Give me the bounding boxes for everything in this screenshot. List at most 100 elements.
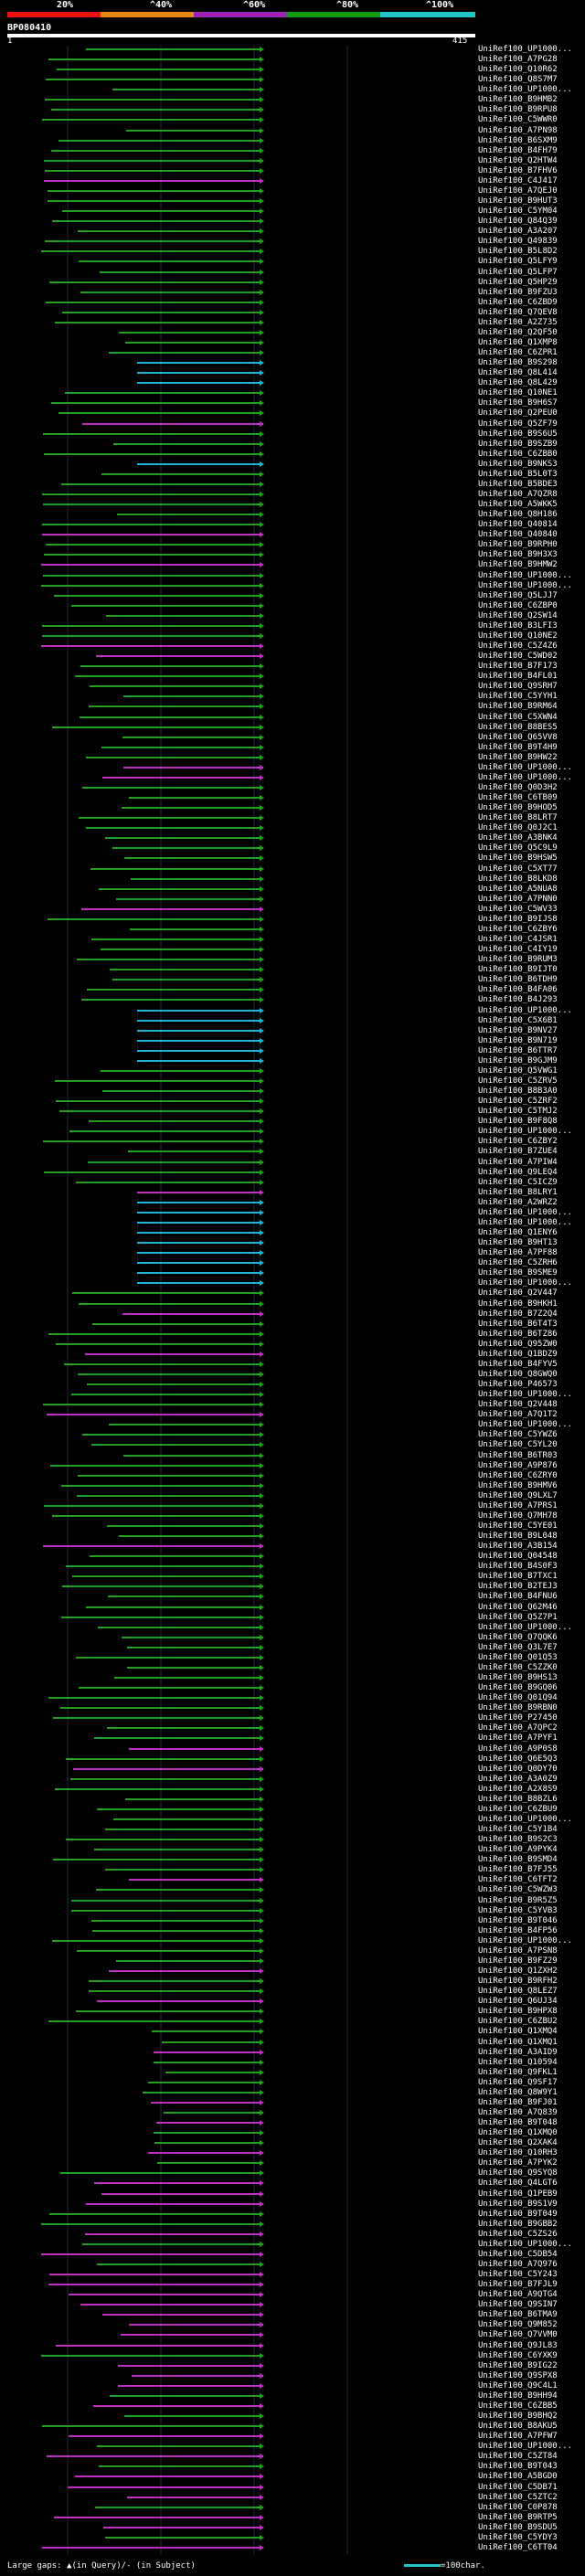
hit-label[interactable]: UniRef100_C6ZRY0 xyxy=(478,1470,558,1480)
hit-label[interactable]: UniRef100_Q3L7E7 xyxy=(478,1642,558,1652)
hit-label[interactable]: UniRef100_B9N719 xyxy=(478,1035,558,1045)
hit-label[interactable]: UniRef100_UP1000... xyxy=(478,1390,572,1400)
hit-label[interactable]: UniRef100_UP1000... xyxy=(478,1127,572,1137)
hit-label[interactable]: UniRef100_Q9C4L1 xyxy=(478,2380,558,2390)
hit-label[interactable]: UniRef100_B9RBN0 xyxy=(478,1703,558,1713)
hit-label[interactable]: UniRef100_UP1000... xyxy=(478,45,572,54)
hit-label[interactable]: UniRef100_Q5VWG1 xyxy=(478,1065,558,1076)
hit-label[interactable]: UniRef100_Q8LEZ7 xyxy=(478,1987,558,1997)
hit-label[interactable]: UniRef100_A7PG28 xyxy=(478,55,558,65)
hit-label[interactable]: UniRef100_A5WKK5 xyxy=(478,500,558,510)
hit-label[interactable]: UniRef100_Q8S7M7 xyxy=(478,75,558,85)
hit-label[interactable]: UniRef100_B9GQ06 xyxy=(478,1683,558,1693)
hit-label[interactable]: UniRef100_B9IJS8 xyxy=(478,914,558,924)
hit-label[interactable]: UniRef100_A7PIW4 xyxy=(478,1157,558,1167)
hit-label[interactable]: UniRef100_C5Z4Z6 xyxy=(478,641,558,652)
hit-label[interactable]: UniRef100_C5ZRH6 xyxy=(478,1258,558,1268)
hit-label[interactable]: UniRef100_B9HKH1 xyxy=(478,1299,558,1309)
hit-label[interactable]: UniRef100_Q40814 xyxy=(478,520,558,530)
hit-label[interactable]: UniRef100_B9NV27 xyxy=(478,1025,558,1035)
hit-label[interactable]: UniRef100_C5YYH1 xyxy=(478,692,558,702)
hit-label[interactable]: UniRef100_Q1PEB9 xyxy=(478,2189,558,2199)
hit-label[interactable]: UniRef100_C6ZBY6 xyxy=(478,924,558,934)
hit-label[interactable]: UniRef100_C5XT77 xyxy=(478,864,558,874)
hit-label[interactable]: UniRef100_C5YDY3 xyxy=(478,2532,558,2542)
hit-label[interactable]: UniRef100_B9HH94 xyxy=(478,2390,558,2401)
hit-label[interactable]: UniRef100_Q2PEU0 xyxy=(478,408,558,419)
hit-label[interactable]: UniRef100_C6ZPR1 xyxy=(478,348,558,358)
hit-label[interactable]: UniRef100_UP1000... xyxy=(478,1207,572,1217)
hit-label[interactable]: UniRef100_A2WRZ2 xyxy=(478,1197,558,1207)
hit-label[interactable]: UniRef100_UP1000... xyxy=(478,1420,572,1430)
hit-label[interactable]: UniRef100_Q2XAK4 xyxy=(478,2138,558,2148)
hit-label[interactable]: UniRef100_Q9LEQ4 xyxy=(478,1167,558,1177)
hit-label[interactable]: UniRef100_B6TR03 xyxy=(478,1450,558,1460)
hit-label[interactable]: UniRef100_C6YXK9 xyxy=(478,2350,558,2360)
hit-label[interactable]: UniRef100_B9HS13 xyxy=(478,1673,558,1683)
hit-label[interactable]: UniRef100_C5XWN4 xyxy=(478,712,558,722)
hit-label[interactable]: UniRef100_B9SDU5 xyxy=(478,2522,558,2532)
hit-label[interactable]: UniRef100_B9SME9 xyxy=(478,1268,558,1278)
hit-label[interactable]: UniRef100_B7FJ55 xyxy=(478,1865,558,1875)
hit-label[interactable]: UniRef100_B9L048 xyxy=(478,1532,558,1542)
hit-label[interactable]: UniRef100_Q5HP29 xyxy=(478,277,558,287)
hit-label[interactable]: UniRef100_B8BZL6 xyxy=(478,1794,558,1804)
hit-label[interactable]: UniRef100_A7PN98 xyxy=(478,125,558,135)
hit-label[interactable]: UniRef100_Q04548 xyxy=(478,1552,558,1562)
hit-label[interactable]: UniRef100_P46573 xyxy=(478,1380,558,1390)
hit-label[interactable]: UniRef100_B9GJM9 xyxy=(478,1055,558,1065)
hit-label[interactable]: UniRef100_B6TMA9 xyxy=(478,2310,558,2320)
hit-label[interactable]: UniRef100_Q9SIN7 xyxy=(478,2300,558,2310)
hit-label[interactable]: UniRef100_B9HMW2 xyxy=(478,560,558,570)
hit-label[interactable]: UniRef100_B8LKD8 xyxy=(478,874,558,884)
hit-label[interactable]: UniRef100_Q9SRH7 xyxy=(478,682,558,692)
hit-label[interactable]: UniRef100_Q0DY70 xyxy=(478,1764,558,1774)
hit-label[interactable]: UniRef100_B6TDH9 xyxy=(478,975,558,985)
hit-label[interactable]: UniRef100_UP1000... xyxy=(478,1278,572,1288)
hit-label[interactable]: UniRef100_UP1000... xyxy=(478,1622,572,1632)
hit-label[interactable]: UniRef100_C5YM04 xyxy=(478,207,558,217)
hit-label[interactable]: UniRef100_A7PYF1 xyxy=(478,1733,558,1744)
hit-label[interactable]: UniRef100_UP1000... xyxy=(478,2442,572,2452)
hit-label[interactable]: UniRef100_Q5LFY9 xyxy=(478,257,558,267)
hit-label[interactable]: UniRef100_A7PSN8 xyxy=(478,1945,558,1956)
hit-label[interactable]: UniRef100_A7PNN0 xyxy=(478,894,558,904)
hit-label[interactable]: UniRef100_UP1000... xyxy=(478,570,572,580)
hit-label[interactable]: UniRef100_Q8L429 xyxy=(478,378,558,388)
hit-label[interactable]: UniRef100_Q8GWQ0 xyxy=(478,1369,558,1379)
hit-label[interactable]: UniRef100_Q9FKL1 xyxy=(478,2067,558,2077)
hit-label[interactable]: UniRef100_C5YE01 xyxy=(478,1521,558,1531)
hit-label[interactable]: UniRef100_Q2V448 xyxy=(478,1400,558,1410)
hit-label[interactable]: UniRef100_B9T048 xyxy=(478,2118,558,2128)
hit-label[interactable]: UniRef100_C4IY19 xyxy=(478,945,558,955)
hit-label[interactable]: UniRef100_B9NKS3 xyxy=(478,459,558,469)
hit-label[interactable]: UniRef100_C6ZBB0 xyxy=(478,449,558,459)
hit-label[interactable]: UniRef100_Q95ZW0 xyxy=(478,1339,558,1349)
hit-label[interactable]: UniRef100_Q7QQK6 xyxy=(478,1632,558,1642)
hit-label[interactable]: UniRef100_C5ICZ9 xyxy=(478,1177,558,1187)
hit-label[interactable]: UniRef100_C5DB54 xyxy=(478,2249,558,2259)
hit-label[interactable]: UniRef100_A5NUA8 xyxy=(478,884,558,894)
hit-label[interactable]: UniRef100_B9HPX8 xyxy=(478,2007,558,2017)
hit-label[interactable]: UniRef100_B8LRT7 xyxy=(478,813,558,823)
hit-label[interactable]: UniRef100_UP1000... xyxy=(478,1005,572,1015)
hit-label[interactable]: UniRef100_B9F8Q8 xyxy=(478,1117,558,1127)
hit-label[interactable]: UniRef100_B9HMB2 xyxy=(478,95,558,105)
hit-label[interactable]: UniRef100_B9T049 xyxy=(478,2209,558,2219)
hit-label[interactable]: UniRef100_B4J293 xyxy=(478,995,558,1005)
hit-label[interactable]: UniRef100_C5TMJ2 xyxy=(478,1107,558,1117)
hit-label[interactable]: UniRef100_A7QZR8 xyxy=(478,490,558,500)
hit-label[interactable]: UniRef100_C4J417 xyxy=(478,175,558,186)
hit-label[interactable]: UniRef100_Q8H186 xyxy=(478,510,558,520)
hit-label[interactable]: UniRef100_Q1XMQ1 xyxy=(478,2037,558,2047)
hit-label[interactable]: UniRef100_B9T4H9 xyxy=(478,742,558,752)
hit-label[interactable]: UniRef100_Q62M46 xyxy=(478,1602,558,1612)
hit-label[interactable]: UniRef100_Q9LXL7 xyxy=(478,1490,558,1500)
hit-label[interactable]: UniRef100_A7QPC2 xyxy=(478,1723,558,1733)
hit-label[interactable]: UniRef100_C6ZBD9 xyxy=(478,297,558,307)
hit-label[interactable]: UniRef100_C5WZW3 xyxy=(478,1885,558,1895)
hit-label[interactable]: UniRef100_P27450 xyxy=(478,1713,558,1723)
hit-label[interactable]: UniRef100_Q5Z7P1 xyxy=(478,1612,558,1622)
hit-label[interactable]: UniRef100_C5Y1B4 xyxy=(478,1825,558,1835)
hit-label[interactable]: UniRef100_Q4LGT6 xyxy=(478,2178,558,2189)
